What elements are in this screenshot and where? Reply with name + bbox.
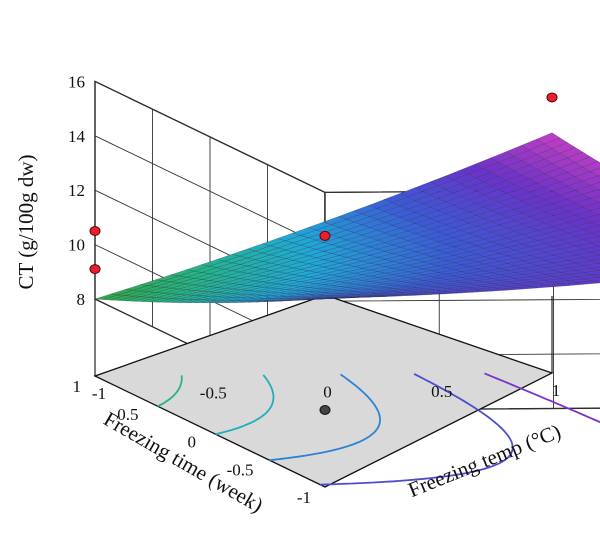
y-tick-label: 0.5 xyxy=(117,405,138,424)
surface-patch xyxy=(591,273,600,278)
surface-patch xyxy=(582,225,600,234)
surface-patch xyxy=(551,142,576,154)
surface-patch xyxy=(590,230,600,237)
surface-patch xyxy=(574,156,599,168)
design-points xyxy=(89,92,558,415)
surface-patch xyxy=(566,151,591,163)
design-point xyxy=(319,230,331,241)
floor-point xyxy=(319,405,331,415)
surface-patch xyxy=(582,175,600,186)
y-tick-label: 0 xyxy=(188,433,197,452)
y-tick-label: -1 xyxy=(297,488,311,507)
surface-patch xyxy=(582,214,600,223)
design-point xyxy=(546,92,558,103)
surface-patch xyxy=(559,147,584,159)
surface-patch xyxy=(582,254,600,261)
x-tick-label: -1 xyxy=(92,384,106,403)
surface-patch xyxy=(590,250,600,256)
contour-lines xyxy=(157,372,600,486)
contour-line xyxy=(269,373,381,462)
design-point xyxy=(89,264,101,275)
surface-patch xyxy=(582,202,600,211)
surface-patch xyxy=(590,219,600,226)
contour-line xyxy=(320,373,514,486)
x-tick-label: -0.5 xyxy=(200,383,227,402)
surface-patch xyxy=(590,240,600,247)
surface-patch xyxy=(543,137,568,149)
x-tick-label: 0 xyxy=(323,383,332,402)
surface-patch xyxy=(591,279,600,284)
z-axis-title: CT (g/100g dw) xyxy=(14,155,38,290)
contour-line xyxy=(157,375,183,408)
surface-patch xyxy=(590,258,600,264)
z-tick-label: 14 xyxy=(68,127,86,146)
tick-labels: 8 10 12 14 16 -1 -0.5 0 0.5 1 -1 -0.5 0 0.5 1 xyxy=(68,72,560,507)
surface-patch xyxy=(582,161,600,172)
response-surface xyxy=(94,132,600,304)
z-tick-label: 8 xyxy=(77,290,86,309)
contour-line xyxy=(215,374,275,436)
contour-line xyxy=(484,372,600,424)
surface-patch xyxy=(536,132,561,145)
y-tick-label: 1 xyxy=(73,377,82,396)
x-tick-label: 1 xyxy=(552,381,561,400)
surface-patch xyxy=(589,167,600,177)
z-tick-label: 10 xyxy=(68,236,85,255)
z-tick-label: 12 xyxy=(68,181,85,200)
front-box-edges xyxy=(94,296,553,376)
surface-patch xyxy=(590,207,600,215)
design-point xyxy=(89,226,101,236)
surface-patch xyxy=(591,266,600,271)
y-tick-label: -0.5 xyxy=(227,460,254,479)
surface-patch xyxy=(589,195,600,203)
surface-patch xyxy=(582,245,600,253)
surface-patch xyxy=(589,181,600,190)
x-tick-label: 0.5 xyxy=(431,382,452,401)
z-tick-label: 16 xyxy=(68,72,85,91)
surface-patch xyxy=(582,189,600,199)
z-gridline xyxy=(94,80,600,193)
